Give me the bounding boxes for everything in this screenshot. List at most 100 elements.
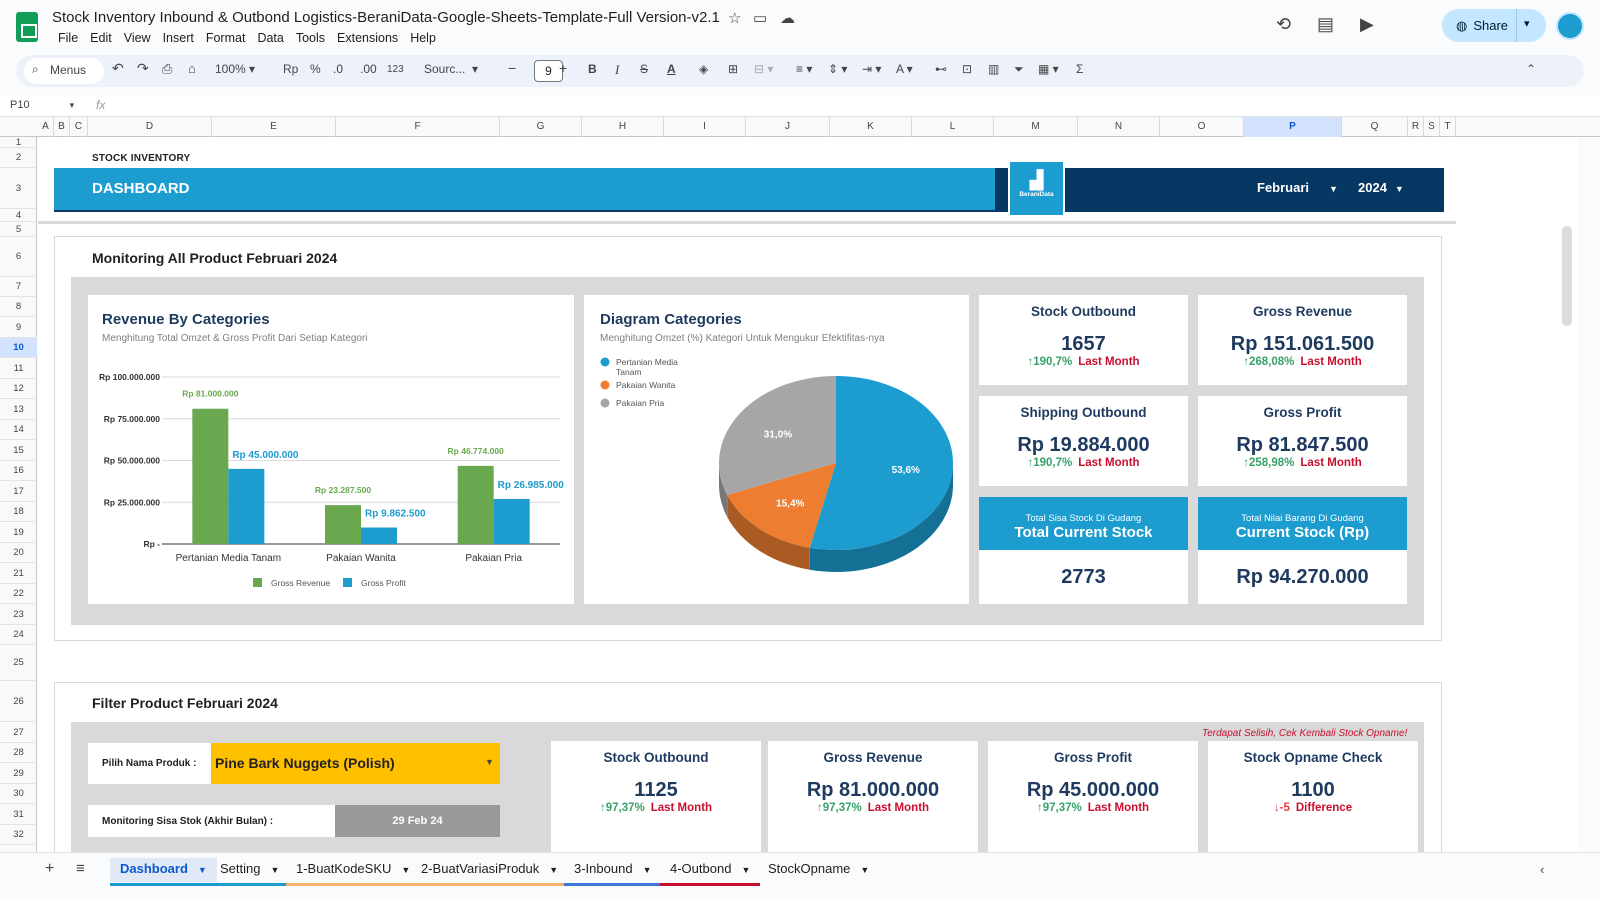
tab-dashboard[interactable]: Dashboard ▼ xyxy=(110,858,217,886)
column-header[interactable]: F xyxy=(336,117,500,137)
menu-data[interactable]: Data xyxy=(257,31,284,45)
column-header[interactable]: O xyxy=(1160,117,1244,137)
row-header[interactable]: 26 xyxy=(0,681,37,722)
column-header[interactable]: M xyxy=(994,117,1078,137)
all-sheets-icon[interactable]: ≡ xyxy=(76,860,85,877)
menu-file[interactable]: File xyxy=(58,31,79,45)
collapse-toolbar-icon[interactable]: ⌃ xyxy=(1526,62,1537,76)
row-header[interactable]: 12 xyxy=(0,379,37,399)
row-header[interactable]: 20 xyxy=(0,543,37,563)
text-color-icon[interactable]: A xyxy=(667,62,676,76)
tab-setting[interactable]: Setting ▼ xyxy=(210,858,290,886)
row-header[interactable]: 13 xyxy=(0,399,37,420)
column-header[interactable]: S xyxy=(1424,117,1440,137)
bar[interactable] xyxy=(325,505,361,544)
zoom-select[interactable]: 100% ▾ xyxy=(215,62,256,76)
borders-icon[interactable]: ⊞ xyxy=(728,62,739,76)
redo-icon[interactable]: ↷ xyxy=(137,60,149,76)
row-header[interactable]: 24 xyxy=(0,625,37,645)
pie-slice[interactable] xyxy=(809,376,953,550)
tab-stockopname[interactable]: StockOpname ▼ xyxy=(758,858,879,882)
menu-edit[interactable]: Edit xyxy=(90,31,112,45)
fill-color-icon[interactable]: ◈ xyxy=(699,62,709,76)
strikethrough-icon[interactable]: S xyxy=(640,62,649,76)
menu-format[interactable]: Format xyxy=(205,31,246,45)
row-header[interactable]: 27 xyxy=(0,722,37,743)
product-select[interactable]: Pine Bark Nuggets (Polish) ▼ xyxy=(211,743,500,784)
add-sheet-icon[interactable]: + xyxy=(45,860,55,877)
vertical-scrollbar[interactable] xyxy=(1562,226,1572,326)
chevron-down-icon[interactable]: ▼ xyxy=(860,865,870,875)
chevron-down-icon[interactable]: ▼ xyxy=(401,865,411,875)
menu-help[interactable]: Help xyxy=(410,31,436,45)
column-header[interactable]: I xyxy=(664,117,746,137)
share-dropdown-icon[interactable]: ▾ xyxy=(1524,18,1530,30)
column-header[interactable]: Q xyxy=(1342,117,1408,137)
row-header[interactable]: 19 xyxy=(0,522,37,543)
paint-format-icon[interactable]: ⌂ xyxy=(188,61,196,76)
functions-icon[interactable]: Σ xyxy=(1076,62,1084,76)
row-header[interactable]: 14 xyxy=(0,420,37,440)
share-button[interactable]: ◍ Share ▾ xyxy=(1442,9,1546,42)
row-header[interactable]: 9 xyxy=(0,317,37,338)
row-header[interactable]: 11 xyxy=(0,358,37,379)
star-icon[interactable]: ☆ xyxy=(728,10,742,27)
text-rotation-icon[interactable]: A ▾ xyxy=(896,62,913,76)
font-select[interactable]: Sourc... ▾ xyxy=(424,62,479,76)
row-header[interactable]: 5 xyxy=(0,222,37,237)
column-header[interactable]: J xyxy=(746,117,830,137)
percent-format-button[interactable]: % xyxy=(310,62,321,76)
meet-icon[interactable]: ▶ xyxy=(1360,14,1374,34)
row-header[interactable]: 30 xyxy=(0,784,37,804)
menu-extensions[interactable]: Extensions xyxy=(337,31,399,45)
tab-3-inbound[interactable]: 3-Inbound ▼ xyxy=(564,858,662,886)
font-size-input[interactable]: 9 xyxy=(534,60,563,82)
print-icon[interactable]: ⎙ xyxy=(162,61,173,76)
horizontal-align-icon[interactable]: ≡ ▾ xyxy=(796,62,813,76)
vertical-align-icon[interactable]: ⇕ ▾ xyxy=(828,62,848,76)
insert-link-icon[interactable]: ⊷ xyxy=(935,62,947,76)
decrease-font-size-button[interactable]: − xyxy=(508,60,517,76)
menu-tools[interactable]: Tools xyxy=(295,31,326,45)
year-select[interactable]: 2024 ▼ xyxy=(1358,180,1404,195)
move-folder-icon[interactable]: ▭ xyxy=(753,10,768,27)
column-header[interactable]: T xyxy=(1440,117,1456,137)
menu-insert[interactable]: Insert xyxy=(162,31,194,45)
row-header[interactable]: 8 xyxy=(0,297,37,317)
column-header[interactable]: D xyxy=(88,117,212,137)
bar[interactable] xyxy=(192,408,229,544)
row-header[interactable]: 21 xyxy=(0,563,37,584)
avatar[interactable] xyxy=(1556,12,1584,40)
tab-1-buatkodesku[interactable]: 1-BuatKodeSKU ▼ xyxy=(286,858,421,886)
chevron-down-icon[interactable]: ▼ xyxy=(741,865,751,875)
tab-4-outbond[interactable]: 4-Outbond ▼ xyxy=(660,858,761,886)
pie-slice[interactable] xyxy=(719,376,836,496)
row-header[interactable]: 32 xyxy=(0,825,37,845)
filter-views-icon[interactable]: ▦ ▾ xyxy=(1038,62,1059,76)
row-header[interactable]: 16 xyxy=(0,461,37,481)
column-header[interactable]: P xyxy=(1244,117,1342,137)
row-header[interactable]: 17 xyxy=(0,481,37,502)
row-header[interactable]: 18 xyxy=(0,502,37,522)
undo-icon[interactable]: ↶ xyxy=(112,60,124,76)
sheets-logo-icon[interactable] xyxy=(16,12,38,42)
name-box[interactable]: P10 ▾ xyxy=(10,99,75,111)
row-header[interactable]: 10 xyxy=(0,338,37,358)
document-title[interactable]: Stock Inventory Inbound & Outbond Logist… xyxy=(52,9,720,26)
row-header[interactable]: 25 xyxy=(0,645,37,681)
row-header[interactable]: 22 xyxy=(0,584,37,604)
menu-view[interactable]: View xyxy=(123,31,151,45)
bold-icon[interactable]: B xyxy=(588,62,597,76)
currency-format-button[interactable]: Rp xyxy=(283,62,299,76)
month-select[interactable]: Februari ▼ xyxy=(1257,180,1338,195)
merge-cells-icon[interactable]: ⊟ ▾ xyxy=(754,62,774,76)
row-header[interactable]: 1 xyxy=(0,137,37,148)
text-wrap-icon[interactable]: ⇥ ▾ xyxy=(862,62,882,76)
increase-decimal-button[interactable]: .00 xyxy=(360,62,377,76)
menu-search-input[interactable]: ⌕ Menus xyxy=(24,58,104,84)
history-icon[interactable]: ⟲ xyxy=(1276,14,1292,34)
column-header[interactable]: E xyxy=(212,117,336,137)
column-header[interactable]: C xyxy=(70,117,88,137)
row-header[interactable]: 7 xyxy=(0,277,37,297)
comments-icon[interactable]: ▤ xyxy=(1317,14,1335,34)
